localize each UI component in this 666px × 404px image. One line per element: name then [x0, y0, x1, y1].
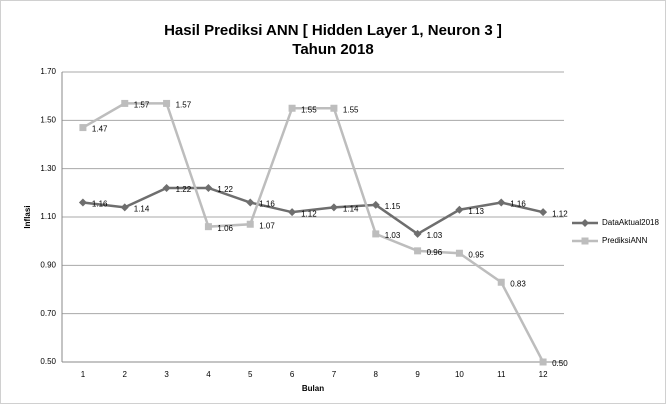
y-tick-label: 1.70 [40, 67, 56, 76]
chart-title: Hasil Prediksi ANN [ Hidden Layer 1, Neu… [164, 22, 502, 39]
marker [120, 203, 129, 212]
marker [330, 104, 338, 112]
x-tick-label: 11 [497, 370, 506, 379]
x-tick-label: 8 [374, 370, 379, 379]
x-tick-label: 1 [81, 370, 86, 379]
marker [204, 184, 213, 192]
x-tick-label: 10 [455, 370, 464, 379]
x-tick-label: 9 [415, 370, 420, 379]
marker [78, 198, 87, 207]
marker [288, 104, 296, 112]
series-line [82, 186, 544, 236]
marker [288, 208, 297, 217]
y-tick-label: 1.30 [40, 164, 56, 173]
data-label: 1.03 [427, 231, 443, 240]
data-label: 1.22 [217, 185, 233, 194]
y-tick-label: 1.50 [40, 115, 56, 124]
data-label: 1.16 [259, 200, 275, 209]
marker [371, 200, 380, 209]
data-label: 1.03 [385, 231, 401, 240]
y-tick-label: 1.10 [40, 212, 56, 221]
data-label: 1.14 [343, 204, 359, 213]
data-label: 1.12 [552, 209, 568, 218]
data-label: 1.12 [301, 209, 317, 218]
marker [539, 208, 548, 217]
x-tick-label: 5 [248, 370, 253, 379]
legend-label: PrediksiANN [602, 236, 648, 245]
data-label: 1.22 [176, 185, 192, 194]
marker [414, 247, 422, 255]
marker [455, 205, 464, 214]
marker [79, 124, 87, 132]
x-tick-label: 2 [123, 370, 128, 379]
marker [329, 203, 338, 212]
y-tick-label: 0.70 [40, 309, 56, 318]
data-label: 1.06 [217, 224, 233, 233]
marker [455, 249, 463, 257]
data-label: 1.07 [259, 221, 275, 230]
data-label: 1.57 [134, 101, 150, 110]
series-line [82, 102, 545, 363]
marker [162, 184, 171, 192]
x-axis-title: Bulan [302, 384, 324, 393]
marker [413, 229, 422, 238]
data-label: 0.95 [468, 250, 484, 259]
marker [539, 358, 547, 366]
marker [497, 198, 506, 207]
legend-label: DataAktual2018 [602, 218, 659, 227]
y-tick-label: 0.90 [40, 260, 56, 269]
x-tick-label: 7 [332, 370, 337, 379]
marker [163, 99, 171, 107]
data-label: 1.13 [468, 207, 484, 216]
x-tick-label: 12 [539, 370, 548, 379]
marker [581, 237, 589, 245]
y-tick-label: 0.50 [40, 357, 56, 366]
data-label: 1.14 [134, 204, 150, 213]
data-label: 1.16 [510, 200, 526, 209]
x-tick-label: 4 [206, 370, 211, 379]
data-label: 1.57 [176, 101, 192, 110]
marker [497, 278, 505, 286]
data-label: 0.50 [552, 359, 568, 368]
data-label: 0.83 [510, 279, 526, 288]
marker [246, 220, 254, 228]
marker [204, 223, 212, 231]
marker [121, 99, 129, 107]
data-label: 1.16 [92, 200, 108, 209]
y-axis-title: Inflasi [23, 205, 32, 228]
data-label: 0.96 [427, 248, 443, 257]
x-tick-label: 3 [164, 370, 169, 379]
data-label: 1.55 [343, 105, 359, 114]
data-label: 1.55 [301, 105, 317, 114]
marker [581, 219, 589, 227]
x-tick-label: 6 [290, 370, 295, 379]
marker [246, 198, 255, 207]
marker [372, 230, 380, 238]
chart-subtitle: Tahun 2018 [292, 41, 373, 58]
data-label: 1.15 [385, 202, 401, 211]
data-label: 1.47 [92, 125, 108, 134]
